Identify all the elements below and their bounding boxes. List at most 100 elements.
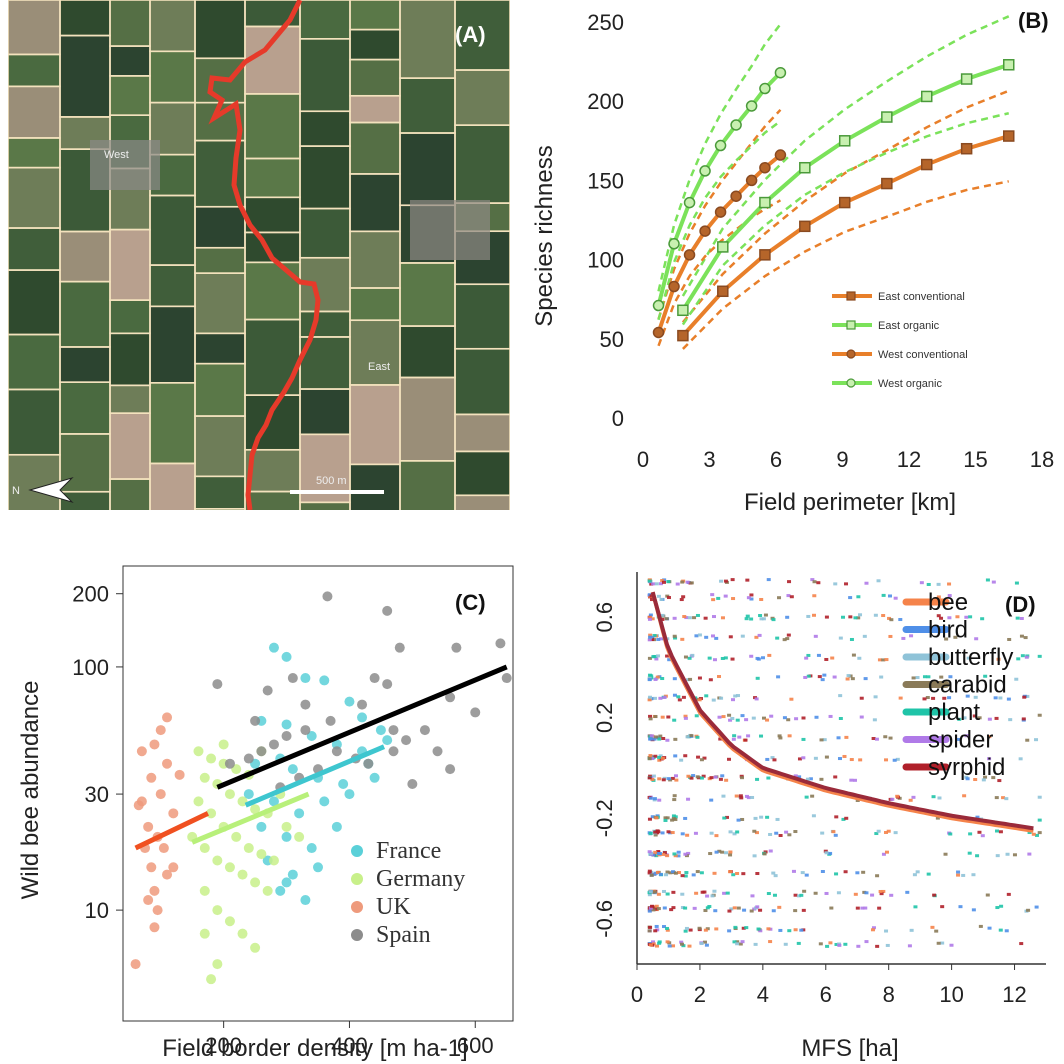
- panel-d-point: [673, 815, 678, 819]
- map-field: [455, 495, 510, 510]
- panel-d-point: [1037, 795, 1042, 799]
- panel-d-point: [874, 737, 879, 741]
- panel-c-point: [193, 796, 204, 807]
- panel-c-point: [281, 831, 292, 842]
- panel-b-point: [838, 135, 851, 147]
- map-field: [195, 0, 245, 59]
- map-field: [60, 491, 110, 510]
- map-field: [245, 319, 300, 396]
- panel-d-point: [650, 757, 655, 761]
- panel-d-point: [647, 893, 652, 897]
- panel-d-point: [738, 794, 743, 798]
- map-field: [8, 334, 60, 390]
- panel-c-point: [281, 730, 292, 741]
- panel-d-point: [947, 594, 952, 598]
- panel-b-point: [838, 196, 851, 209]
- panel-d-point: [694, 714, 699, 718]
- panel-d-point: [648, 754, 653, 758]
- panel-d-point: [949, 943, 954, 947]
- panel-d-point: [657, 777, 662, 781]
- panel-d-point: [881, 593, 886, 597]
- panel-d-point: [661, 778, 666, 782]
- panel-c-point: [224, 789, 235, 800]
- panel-d-point: [983, 775, 988, 779]
- panel-d-point: [898, 618, 903, 622]
- panel-d-point: [777, 734, 782, 738]
- panel-d-point: [794, 717, 799, 721]
- panel-d-point: [824, 615, 829, 619]
- panel-d-point: [680, 832, 685, 836]
- panel-c-point: [322, 591, 333, 602]
- panel-d-point: [892, 758, 897, 762]
- panel-c-y-tick-label: 10: [85, 898, 109, 923]
- panel-d-point: [671, 890, 676, 894]
- panel-d-point: [995, 854, 1000, 858]
- panel-d-point: [708, 852, 713, 856]
- panel-c-point: [331, 821, 342, 832]
- panel-d-point: [793, 928, 798, 932]
- panel-d-point: [703, 928, 708, 932]
- map-field: [110, 75, 150, 116]
- panel-d-point: [665, 870, 670, 874]
- panel-d-point: [853, 892, 858, 896]
- panel-d-legend-label: bee: [928, 589, 968, 616]
- panel-d-point: [785, 615, 790, 619]
- panel-d-point: [650, 777, 655, 781]
- map-field: [150, 195, 195, 266]
- panel-d-point: [838, 636, 843, 640]
- panel-b-point: [730, 190, 742, 202]
- panel-b-point: [652, 299, 665, 312]
- panel-b-point: [730, 119, 742, 131]
- panel-d-point: [672, 616, 677, 620]
- panel-d-point: [656, 830, 661, 834]
- panel-d-point: [799, 928, 804, 932]
- map-field: [195, 247, 245, 274]
- panel-d-point: [657, 798, 662, 802]
- panel-d-point: [654, 904, 659, 908]
- panel-d-point: [728, 830, 733, 834]
- panel-d-point: [825, 944, 830, 948]
- panel-d-point: [855, 798, 860, 802]
- panel-d-point: [665, 940, 670, 944]
- panel-d-point: [995, 906, 1000, 910]
- panel-d-point: [806, 614, 811, 618]
- panel-c-point: [250, 715, 261, 726]
- panel-d-point: [656, 654, 661, 658]
- panel-c-point: [287, 673, 298, 684]
- panel-d-point: [813, 891, 818, 895]
- panel-d-point: [749, 617, 754, 621]
- map-field: [350, 464, 400, 510]
- panel-d-point: [754, 831, 759, 835]
- panel-d-point: [738, 942, 743, 946]
- panel-d-point: [647, 871, 652, 875]
- panel-d-point: [887, 594, 892, 598]
- panel-d-point: [663, 818, 668, 822]
- panel-d-point: [648, 925, 653, 929]
- panel-b-point: [714, 206, 727, 218]
- panel-c-x-axis-label: Field border density [m ha-1]: [162, 1035, 467, 1062]
- panel-d-point: [828, 851, 833, 855]
- panel-d-point: [787, 734, 792, 738]
- panel-d-point: [665, 926, 670, 930]
- panel-d-point: [714, 927, 719, 931]
- panel-c-point: [237, 796, 248, 807]
- panel-d-point: [862, 890, 867, 894]
- panel-d-point: [1034, 905, 1039, 909]
- panel-d-point: [672, 677, 677, 681]
- map-field: [110, 413, 150, 480]
- panel-d-point: [873, 695, 878, 699]
- panel-d-point: [840, 615, 845, 619]
- panel-b-legend-label: West conventional: [878, 349, 968, 361]
- panel-c-point: [375, 725, 386, 736]
- panel-d-legend-label: spider: [928, 727, 993, 754]
- map-field: [300, 502, 350, 510]
- panel-d-point: [740, 940, 745, 944]
- panel-d-point: [850, 677, 855, 681]
- panel-d-point: [842, 754, 847, 758]
- panel-d-point: [702, 890, 707, 894]
- panel-d-point: [782, 716, 787, 720]
- panel-d-point: [875, 874, 880, 878]
- panel-d-point: [707, 904, 712, 908]
- panel-d-point: [730, 716, 735, 720]
- panel-d-point: [797, 757, 802, 761]
